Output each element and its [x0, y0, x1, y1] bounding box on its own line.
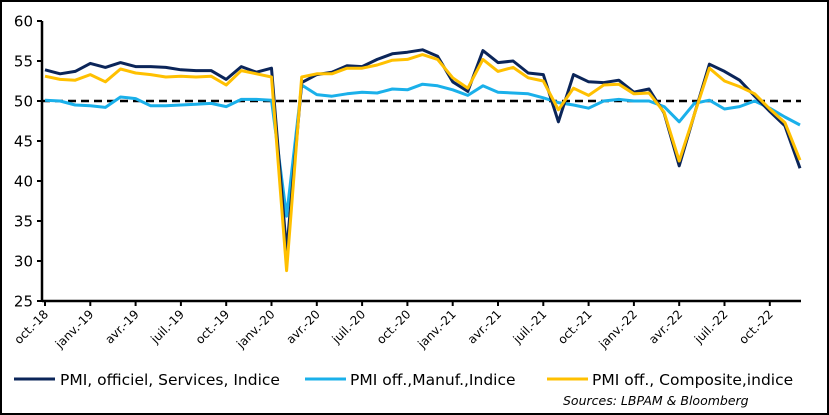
y-tick-label: 60 [14, 13, 33, 31]
y-axis: 25 30 35 40 45 50 55 60 [14, 13, 44, 311]
y-tick-label: 45 [14, 133, 33, 151]
legend: PMI, officiel, Services, Indice PMI off.… [14, 371, 793, 389]
x-tick-label: avr.-19 [102, 307, 141, 346]
x-tick-label: janv.-22 [596, 307, 640, 351]
x-tick-label: juil.-21 [510, 307, 550, 347]
legend-label-manufacturing: PMI off.,Manuf.,Indice [350, 371, 516, 389]
x-tick-label: oct.-22 [736, 307, 776, 347]
x-tick-label: avr.-21 [465, 307, 504, 346]
series-layer [44, 48, 802, 273]
x-tick-label: juil.-20 [329, 307, 369, 347]
series-line-manufacturing [44, 82, 801, 218]
x-tick-label: avr.-20 [284, 307, 323, 346]
series-line-composite [44, 53, 802, 273]
x-tick-label: oct.-19 [193, 307, 233, 347]
x-tick-label: oct.-18 [11, 307, 51, 347]
source-note: Sources: LBPAM & Bloomberg [563, 393, 749, 408]
y-tick-label: 40 [14, 173, 33, 191]
y-tick-label: 35 [14, 213, 33, 231]
x-axis: oct.-18 janv.-19 avr.-19 juil.-19 oct.-19 jan… [11, 299, 801, 352]
series-line-services [44, 48, 802, 253]
legend-label-services: PMI, officiel, Services, Indice [60, 371, 280, 389]
x-tick-label: avr.-22 [646, 307, 685, 346]
y-tick-label: 30 [14, 253, 33, 271]
x-tick-label: juil.-19 [147, 307, 187, 347]
x-tick-label: juil.-22 [691, 307, 731, 347]
x-tick-label: janv.-19 [52, 307, 96, 351]
y-tick-label: 55 [14, 53, 33, 71]
x-tick-label: oct.-20 [374, 307, 414, 347]
y-tick-label: 50 [14, 93, 33, 111]
x-tick-label: oct.-21 [555, 307, 595, 347]
x-tick-label: janv.-21 [414, 307, 458, 351]
legend-label-composite: PMI off., Composite,indice [592, 371, 793, 389]
x-tick-label: janv.-20 [233, 307, 277, 351]
y-tick-label: 25 [14, 293, 33, 311]
